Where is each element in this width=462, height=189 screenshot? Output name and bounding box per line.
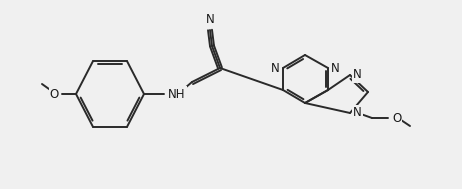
Text: N: N (206, 13, 214, 26)
Text: N: N (271, 61, 280, 74)
Text: NH: NH (168, 88, 186, 101)
Text: O: O (50, 88, 59, 101)
Text: N: N (331, 61, 340, 74)
Text: N: N (353, 106, 362, 119)
Text: O: O (392, 112, 401, 125)
Text: N: N (353, 68, 362, 81)
